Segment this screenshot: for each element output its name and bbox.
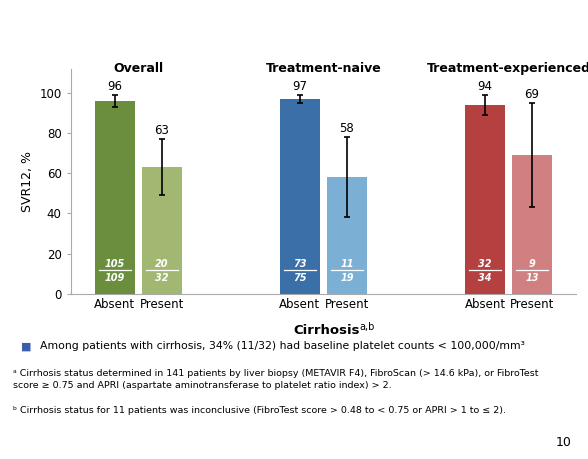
Text: 11: 11 <box>340 259 353 269</box>
Text: 32: 32 <box>155 273 169 283</box>
Text: Cirrhosis: Cirrhosis <box>293 324 360 336</box>
Text: 10: 10 <box>556 436 572 449</box>
Text: 13: 13 <box>525 273 539 283</box>
Text: 69: 69 <box>524 88 539 101</box>
Text: SVR12 in Patients With Cirrhosis: SVR12 in Patients With Cirrhosis <box>11 21 369 40</box>
Text: ■: ■ <box>21 342 31 352</box>
Text: a,b: a,b <box>360 322 375 332</box>
Text: Treatment-experienced: Treatment-experienced <box>426 62 588 75</box>
Bar <box>95 101 135 294</box>
Text: 19: 19 <box>340 273 353 283</box>
Text: Overall: Overall <box>113 62 163 75</box>
Text: 94: 94 <box>477 80 493 93</box>
Text: ᵃ Cirrhosis status determined in 141 patients by liver biopsy (METAVIR F4), Fibr: ᵃ Cirrhosis status determined in 141 pat… <box>13 369 539 390</box>
Text: 9: 9 <box>529 259 535 269</box>
Bar <box>280 99 320 294</box>
Text: 32: 32 <box>478 259 492 269</box>
Text: 105: 105 <box>105 259 125 269</box>
Text: 96: 96 <box>108 80 122 93</box>
Text: 75: 75 <box>293 273 307 283</box>
Bar <box>327 177 366 294</box>
Text: 34: 34 <box>478 273 492 283</box>
Bar <box>465 105 505 294</box>
Text: ᵇ Cirrhosis status for 11 patients was inconclusive (FibroTest score > 0.48 to <: ᵇ Cirrhosis status for 11 patients was i… <box>13 406 506 415</box>
Text: Treatment-naive: Treatment-naive <box>266 62 381 75</box>
Y-axis label: SVR12, %: SVR12, % <box>21 151 34 212</box>
Bar <box>512 155 552 294</box>
Bar <box>142 167 182 294</box>
Text: Among patients with cirrhosis, 34% (11/32) had baseline platelet counts < 100,00: Among patients with cirrhosis, 34% (11/3… <box>40 341 525 351</box>
Text: 73: 73 <box>293 259 307 269</box>
Text: 63: 63 <box>155 124 169 137</box>
Text: 58: 58 <box>339 122 354 135</box>
Text: 97: 97 <box>292 80 308 93</box>
Text: 109: 109 <box>105 273 125 283</box>
Text: 20: 20 <box>155 259 169 269</box>
